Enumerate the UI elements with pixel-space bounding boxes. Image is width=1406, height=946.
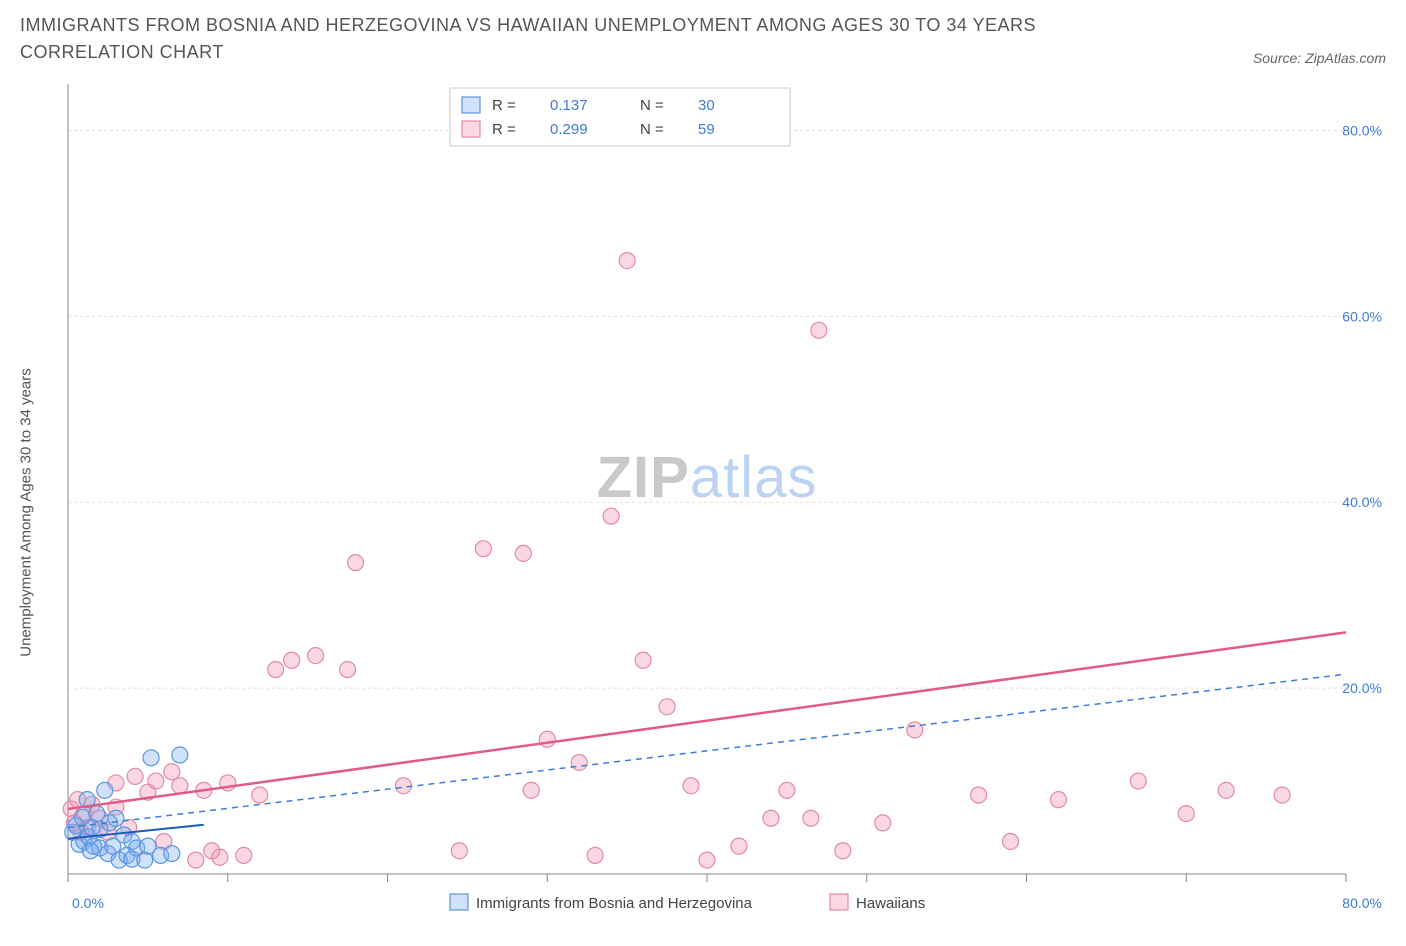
data-point-hawaiians xyxy=(395,778,411,794)
bottom-swatch-hawaiians xyxy=(830,894,848,910)
data-point-hawaiians xyxy=(779,782,795,798)
data-point-hawaiians xyxy=(127,768,143,784)
data-point-hawaiians xyxy=(475,541,491,557)
bottom-label-bosnia: Immigrants from Bosnia and Herzegovina xyxy=(476,895,753,912)
data-point-hawaiians xyxy=(1178,806,1194,822)
legend-r-bosnia: 0.137 xyxy=(550,97,588,114)
legend-swatch-hawaiians xyxy=(462,121,480,137)
bottom-label-hawaiians: Hawaiians xyxy=(856,895,925,912)
data-point-hawaiians xyxy=(811,322,827,338)
data-point-hawaiians xyxy=(659,699,675,715)
data-point-hawaiians xyxy=(635,652,651,668)
data-point-hawaiians xyxy=(835,843,851,859)
legend-swatch-bosnia xyxy=(462,97,480,113)
data-point-hawaiians xyxy=(148,773,164,789)
trend-line-bosnia-dash xyxy=(68,674,1346,827)
watermark: ZIPatlas xyxy=(597,445,818,510)
y-tick-label: 20.0% xyxy=(1342,680,1382,696)
source-prefix: Source: xyxy=(1253,50,1305,66)
data-point-hawaiians xyxy=(1003,833,1019,849)
data-point-bosnia xyxy=(108,810,124,826)
data-point-hawaiians xyxy=(212,849,228,865)
data-point-bosnia xyxy=(137,852,153,868)
y-tick-label: 80.0% xyxy=(1342,122,1382,138)
data-point-hawaiians xyxy=(971,787,987,803)
legend-n-label: N = xyxy=(640,97,664,114)
data-point-bosnia xyxy=(82,843,98,859)
data-point-hawaiians xyxy=(523,782,539,798)
chart-container: Unemployment Among Ages 30 to 34 years 2… xyxy=(20,74,1386,934)
data-point-hawaiians xyxy=(907,722,923,738)
data-point-hawaiians xyxy=(252,787,268,803)
data-point-bosnia xyxy=(143,750,159,766)
data-point-hawaiians xyxy=(619,253,635,269)
data-point-hawaiians xyxy=(308,648,324,664)
data-point-hawaiians xyxy=(172,778,188,794)
legend-n-label: N = xyxy=(640,121,664,138)
trend-line-hawaiians xyxy=(68,632,1346,809)
data-point-hawaiians xyxy=(731,838,747,854)
chart-title: IMMIGRANTS FROM BOSNIA AND HERZEGOVINA V… xyxy=(20,12,1170,66)
x-tick-label-end: 80.0% xyxy=(1342,895,1382,911)
data-point-hawaiians xyxy=(803,810,819,826)
y-tick-label: 60.0% xyxy=(1342,308,1382,324)
data-point-hawaiians xyxy=(284,652,300,668)
y-axis-label: Unemployment Among Ages 30 to 34 years xyxy=(18,368,35,657)
data-point-hawaiians xyxy=(1050,792,1066,808)
data-point-bosnia xyxy=(97,782,113,798)
data-point-hawaiians xyxy=(875,815,891,831)
data-point-hawaiians xyxy=(236,847,252,863)
data-point-hawaiians xyxy=(188,852,204,868)
data-point-hawaiians xyxy=(1218,782,1234,798)
data-point-hawaiians xyxy=(348,555,364,571)
data-point-hawaiians xyxy=(603,508,619,524)
data-point-hawaiians xyxy=(1274,787,1290,803)
data-point-hawaiians xyxy=(699,852,715,868)
data-point-hawaiians xyxy=(587,847,603,863)
legend-n-hawaiians: 59 xyxy=(698,121,715,138)
data-point-bosnia xyxy=(164,846,180,862)
header-row: IMMIGRANTS FROM BOSNIA AND HERZEGOVINA V… xyxy=(20,12,1386,66)
data-point-hawaiians xyxy=(1130,773,1146,789)
data-point-hawaiians xyxy=(683,778,699,794)
bottom-swatch-bosnia xyxy=(450,894,468,910)
y-tick-label: 40.0% xyxy=(1342,494,1382,510)
legend-r-hawaiians: 0.299 xyxy=(550,121,588,138)
source-name: ZipAtlas.com xyxy=(1305,50,1386,66)
legend-r-label: R = xyxy=(492,97,516,114)
data-point-hawaiians xyxy=(571,754,587,770)
data-point-hawaiians xyxy=(515,545,531,561)
data-point-hawaiians xyxy=(539,731,555,747)
legend-r-label: R = xyxy=(492,121,516,138)
data-point-hawaiians xyxy=(451,843,467,859)
data-point-hawaiians xyxy=(340,662,356,678)
scatter-chart: 20.0% 40.0% 60.0% 80.0% ZIPatlas R = 0.137 N = 3… xyxy=(20,74,1386,934)
legend-n-bosnia: 30 xyxy=(698,97,715,114)
x-tick-label-start: 0.0% xyxy=(72,895,104,911)
source-credit: Source: ZipAtlas.com xyxy=(1253,50,1386,66)
data-point-hawaiians xyxy=(268,662,284,678)
data-point-hawaiians xyxy=(763,810,779,826)
data-point-bosnia xyxy=(172,747,188,763)
data-point-hawaiians xyxy=(164,764,180,780)
